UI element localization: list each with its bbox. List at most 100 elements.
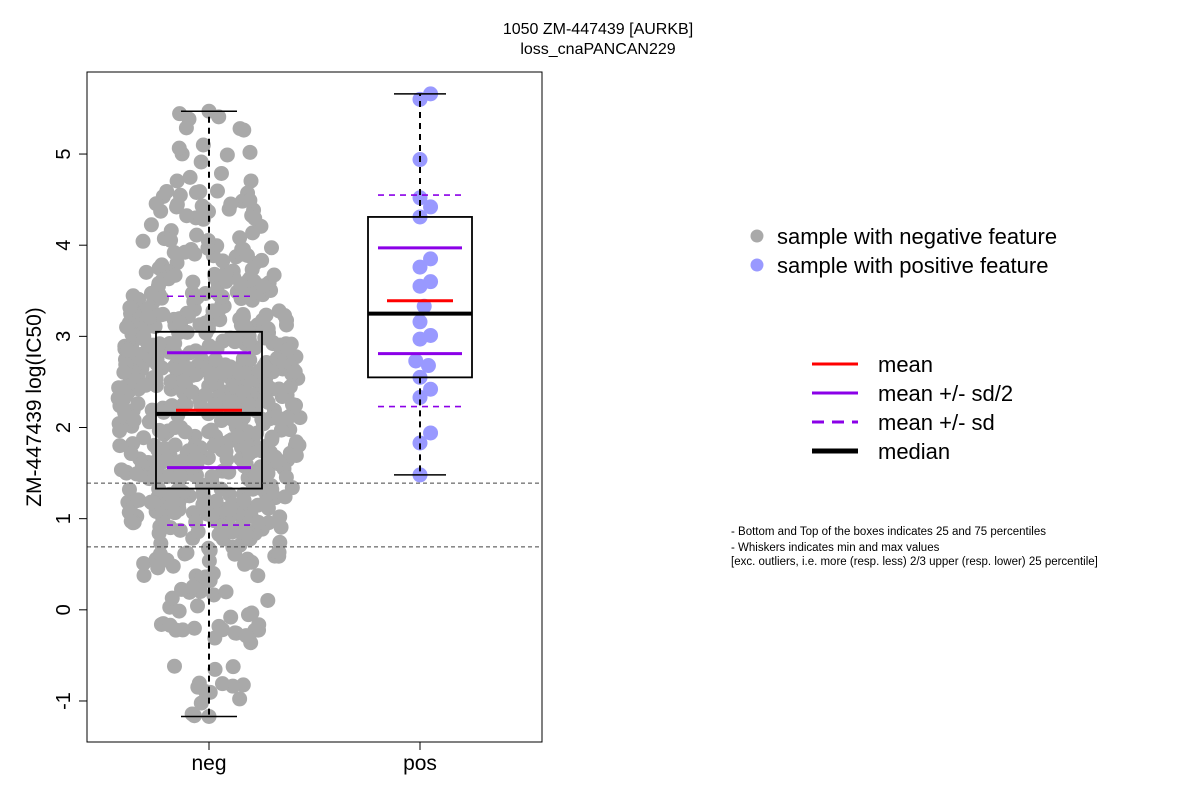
data-point — [136, 329, 152, 345]
data-point — [239, 322, 255, 338]
data-point — [287, 364, 303, 380]
iqr-box — [367, 216, 473, 379]
data-point — [207, 397, 223, 413]
data-point — [215, 253, 231, 269]
data-point — [172, 106, 188, 122]
data-point — [412, 389, 428, 405]
data-point — [250, 514, 266, 530]
data-point — [208, 493, 224, 509]
data-point — [186, 620, 202, 636]
data-point — [112, 423, 128, 439]
data-point — [179, 208, 195, 224]
data-point — [198, 321, 214, 337]
data-point — [243, 173, 259, 189]
data-point — [175, 622, 191, 638]
data-point — [154, 290, 170, 306]
data-point — [250, 497, 266, 513]
data-point — [143, 217, 159, 233]
legend-label: mean +/- sd/2 — [878, 381, 1013, 406]
data-point — [177, 244, 193, 260]
data-point — [149, 356, 165, 372]
data-point — [232, 230, 248, 246]
note-line: [exc. outliers, i.e. more (resp. less) 2… — [731, 556, 1098, 568]
data-point — [152, 546, 168, 562]
data-point — [159, 183, 175, 199]
data-point — [164, 398, 180, 414]
data-point — [271, 544, 287, 560]
data-point — [288, 434, 304, 450]
data-point — [151, 525, 167, 541]
data-point — [277, 489, 293, 505]
data-point — [203, 369, 219, 385]
chart-subtitle: loss_cnaPANCAN229 — [520, 41, 675, 58]
data-point — [412, 91, 428, 107]
data-point — [260, 394, 276, 410]
y-axis-label: ZM-447439 log(IC50) — [23, 307, 46, 507]
data-point — [171, 603, 187, 619]
data-point — [412, 259, 428, 275]
data-point — [225, 659, 241, 675]
data-point — [213, 413, 229, 429]
data-point — [151, 275, 167, 291]
data-point — [130, 396, 146, 412]
data-point — [173, 468, 189, 484]
data-point — [266, 267, 282, 283]
data-point — [249, 425, 265, 441]
data-point — [164, 590, 180, 606]
data-point — [163, 232, 179, 248]
data-point — [205, 303, 221, 319]
chart-title: 1050 ZM-447439 [AURKB] — [503, 21, 693, 38]
data-point — [232, 365, 248, 381]
data-point — [188, 514, 204, 530]
data-point — [239, 247, 255, 263]
data-point — [244, 261, 260, 277]
data-point — [423, 425, 439, 441]
data-point — [238, 628, 254, 644]
data-point — [195, 211, 211, 227]
data-point — [218, 444, 234, 460]
data-point — [178, 120, 194, 136]
data-point — [235, 384, 251, 400]
data-point — [218, 272, 234, 288]
data-point — [282, 379, 298, 395]
data-point — [121, 482, 137, 498]
data-point — [182, 169, 198, 185]
data-point — [408, 353, 424, 369]
data-point — [130, 492, 146, 508]
data-point — [172, 187, 188, 203]
data-point — [115, 380, 131, 396]
data-point — [219, 147, 235, 163]
y-tick-label: 2 — [53, 422, 75, 433]
legend-label: median — [878, 439, 950, 464]
data-point — [166, 658, 182, 674]
data-point — [240, 607, 256, 623]
data-point — [423, 199, 439, 215]
data-point — [135, 233, 151, 249]
data-point — [273, 519, 289, 535]
data-point — [180, 360, 196, 376]
plot-frame — [86, 71, 543, 743]
data-point — [270, 453, 286, 469]
data-point — [218, 584, 234, 600]
data-point — [257, 359, 273, 375]
note-line: - Bottom and Top of the boxes indicates … — [731, 526, 1046, 538]
data-point — [207, 661, 223, 677]
data-point — [119, 319, 135, 335]
data-point — [167, 267, 183, 283]
data-point — [264, 429, 280, 445]
legend-label: mean +/- sd — [878, 410, 995, 435]
data-point — [255, 278, 271, 294]
data-point — [112, 438, 128, 454]
data-point — [230, 428, 246, 444]
data-point — [188, 184, 204, 200]
data-point — [169, 199, 185, 215]
data-point — [141, 414, 157, 430]
data-point — [136, 567, 152, 583]
data-point — [242, 192, 258, 208]
data-point — [150, 442, 166, 458]
y-tick-label: 3 — [53, 331, 75, 342]
data-point — [247, 210, 263, 226]
data-point — [237, 556, 253, 572]
data-point — [209, 183, 225, 199]
